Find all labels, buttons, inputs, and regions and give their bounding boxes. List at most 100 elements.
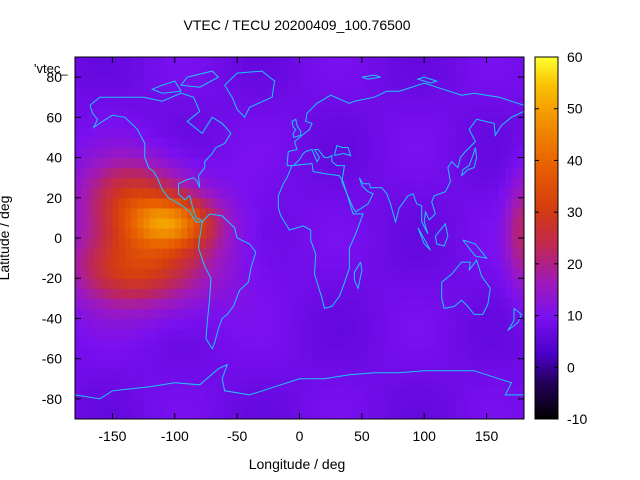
heat-cell <box>386 278 394 289</box>
heat-cell <box>118 348 126 360</box>
heat-cell <box>268 117 276 128</box>
heat-cell <box>455 137 463 149</box>
heat-cell <box>343 77 350 88</box>
heat-cell <box>181 67 188 78</box>
heat-cell <box>199 137 207 149</box>
heat-cell <box>193 268 201 279</box>
heat-cell <box>474 147 481 159</box>
heat-cell <box>75 57 82 68</box>
heat-cell <box>355 167 363 179</box>
heat-cell <box>380 238 388 249</box>
heat-cell <box>336 338 344 350</box>
heat-cell <box>249 278 257 289</box>
heat-cell <box>368 298 375 309</box>
heat-cell <box>174 258 182 269</box>
heat-cell <box>237 57 244 68</box>
heat-cell <box>99 238 107 249</box>
heat-cell <box>480 308 488 320</box>
heat-cell <box>124 117 132 128</box>
heat-cell <box>199 308 207 320</box>
heat-cell <box>205 97 213 108</box>
heat-cell <box>137 268 145 279</box>
heat-cell <box>280 67 288 78</box>
heat-cell <box>75 177 82 189</box>
heat-cell <box>262 127 269 139</box>
heat-cell <box>449 177 457 189</box>
heat-cell <box>162 197 170 209</box>
heat-cell <box>442 378 450 390</box>
heat-cell <box>318 328 326 340</box>
heat-cell <box>324 187 332 199</box>
heat-cell <box>393 398 400 410</box>
heat-cell <box>187 187 195 199</box>
heat-cell <box>243 57 251 68</box>
heat-cell <box>436 57 444 68</box>
heat-cell <box>99 408 107 419</box>
heat-cell <box>411 348 419 360</box>
heat-cell <box>112 207 120 219</box>
heat-cell <box>442 197 450 209</box>
heat-cell <box>349 258 357 269</box>
heat-cell <box>118 238 126 249</box>
x-axis-label: Longitude / deg <box>248 456 346 472</box>
heat-cell <box>505 207 513 219</box>
heat-cell <box>449 298 457 309</box>
heat-cell <box>293 238 301 249</box>
heat-cell <box>386 177 394 189</box>
heat-cell <box>287 398 294 410</box>
heat-cell <box>393 248 400 259</box>
heat-cell <box>287 238 294 249</box>
heat-cell <box>480 268 488 279</box>
heat-cell <box>436 238 444 249</box>
heat-cell <box>237 388 244 400</box>
heat-cell <box>106 288 114 299</box>
heat-cell <box>430 298 438 309</box>
heat-cell <box>131 378 138 390</box>
heat-cell <box>118 358 126 370</box>
heat-cell <box>343 177 350 189</box>
heat-cell <box>305 328 313 340</box>
heat-cell <box>75 408 82 419</box>
heat-cell <box>305 167 313 179</box>
heat-cell <box>118 318 126 330</box>
heat-cell <box>386 227 394 239</box>
heat-cell <box>224 388 232 400</box>
heat-cell <box>374 288 382 299</box>
y-tick-label: -40 <box>42 310 62 326</box>
heat-cell <box>124 97 132 108</box>
heat-cell <box>486 248 494 259</box>
colorbar-tick-label: 50 <box>567 101 583 117</box>
heat-cell <box>293 268 301 279</box>
heat-cell <box>436 358 444 370</box>
heat-cell <box>230 318 238 330</box>
heat-cell <box>87 207 95 219</box>
heat-cell <box>112 368 120 380</box>
heat-cell <box>405 268 413 279</box>
heat-cell <box>274 157 282 169</box>
heat-cell <box>361 117 369 128</box>
heat-cell <box>311 67 319 78</box>
heat-cell <box>81 318 89 330</box>
heat-cell <box>280 77 288 88</box>
heat-cell <box>461 328 469 340</box>
heat-cell <box>330 318 338 330</box>
heat-cell <box>112 157 120 169</box>
heat-cell <box>237 227 244 239</box>
heat-cell <box>162 227 170 239</box>
heat-cell <box>168 378 176 390</box>
heat-cell <box>486 268 494 279</box>
heat-cell <box>224 187 232 199</box>
heat-cell <box>517 147 524 159</box>
heat-cell <box>168 288 176 299</box>
heat-cell <box>417 348 425 360</box>
heat-cell <box>511 328 519 340</box>
heat-cell <box>137 408 145 419</box>
heat-cell <box>368 127 375 139</box>
heat-cell <box>118 388 126 400</box>
heat-cell <box>193 67 201 78</box>
heat-cell <box>255 127 263 139</box>
heat-cell <box>218 167 226 179</box>
heat-cell <box>87 117 95 128</box>
heat-cell <box>193 358 201 370</box>
heat-cell <box>380 97 388 108</box>
